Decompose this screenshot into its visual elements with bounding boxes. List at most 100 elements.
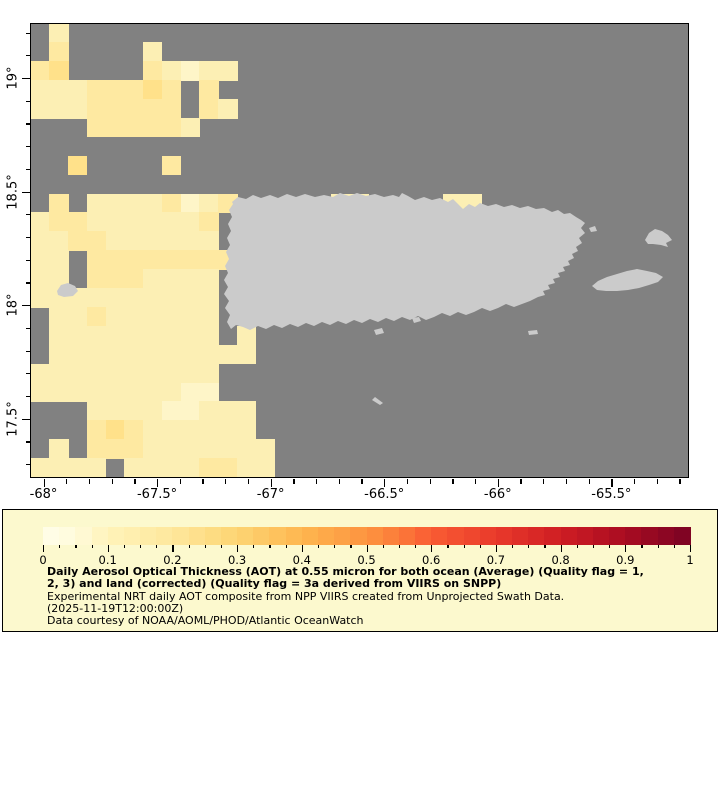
aot-grid-cell xyxy=(49,212,69,232)
aot-grid-cell xyxy=(143,269,163,289)
aot-grid-cell xyxy=(30,250,50,270)
lat-minor-tick xyxy=(25,236,30,239)
aot-grid-cell xyxy=(105,401,125,421)
aot-grid-cell xyxy=(49,23,69,43)
colorbar-minor-tick xyxy=(447,544,449,548)
aot-grid-cell xyxy=(49,231,69,251)
aot-grid-cell xyxy=(180,401,201,421)
aot-grid-cell xyxy=(68,80,88,100)
colorbar-axis: 0 0.1 0.2 0.3 0.4 0.5 0.6 0.7 0.8 0.9 1 xyxy=(3,544,717,567)
aot-grid-cell xyxy=(161,231,182,251)
legend-credit: Data courtesy of NOAA/AOML/PHOD/Atlantic… xyxy=(47,614,364,627)
aot-grid-cell xyxy=(105,117,125,138)
aot-grid-cell xyxy=(124,382,144,402)
aot-grid-cell xyxy=(161,155,182,176)
aot-grid-cell xyxy=(68,382,88,402)
colorbar-block xyxy=(560,526,578,545)
aot-grid-cell xyxy=(30,363,50,384)
lat-minor-tick xyxy=(25,327,30,330)
aot-grid-cell xyxy=(30,458,50,477)
aot-grid-cell xyxy=(86,193,107,214)
colorbar-block xyxy=(495,526,513,545)
aot-grid-cell xyxy=(86,363,107,384)
aot-grid-cell xyxy=(49,250,69,270)
aot-grid-cell xyxy=(49,325,69,346)
colorbar-block xyxy=(334,526,351,545)
colorbar-block xyxy=(285,526,303,545)
aot-grid-cell xyxy=(86,439,107,459)
lat-major-tick xyxy=(21,191,30,193)
lat-minor-tick xyxy=(25,32,30,34)
aot-grid-cell xyxy=(86,401,107,421)
lon-major-tick xyxy=(270,479,272,487)
aot-grid-cell xyxy=(105,231,125,251)
longitude-axis: -68° -67.5° -67° -66.5° -66° -65.5° xyxy=(30,479,688,504)
aot-grid-cell xyxy=(30,231,50,251)
aot-grid-cell xyxy=(124,117,144,138)
colorbar-major-tick xyxy=(495,544,498,552)
lat-major-tick xyxy=(21,305,30,307)
aot-grid-cell xyxy=(143,250,163,270)
lat-minor-tick xyxy=(25,350,30,352)
aot-grid-cell xyxy=(255,458,276,477)
aot-grid-cell xyxy=(199,382,219,402)
aot-grid-cell xyxy=(143,193,163,214)
aot-grid-cell xyxy=(49,193,69,214)
colorbar-block xyxy=(350,526,368,545)
aot-grid-cell xyxy=(161,61,182,81)
aot-grid-cell xyxy=(143,382,163,402)
colorbar-block xyxy=(140,526,157,545)
colorbar-major-tick xyxy=(431,544,433,552)
aot-grid-cell xyxy=(143,61,163,81)
aot-grid-cell xyxy=(68,212,88,232)
aot-grid-cell xyxy=(143,212,163,232)
aot-colorbar xyxy=(43,526,691,545)
lon-minor-tick xyxy=(225,479,227,484)
lon-minor-tick xyxy=(588,479,590,484)
aot-grid-layer xyxy=(30,23,688,477)
aot-grid-cell xyxy=(49,306,69,327)
aot-grid-cell xyxy=(124,288,144,308)
aot-grid-cell xyxy=(105,439,125,459)
aot-grid-cell xyxy=(124,363,144,384)
aot-grid-cell xyxy=(199,250,219,270)
aot-grid-cell xyxy=(218,458,238,477)
aot-grid-cell xyxy=(143,363,163,384)
aot-grid-cell xyxy=(199,61,219,81)
colorbar-block xyxy=(673,526,691,545)
colorbar-major-tick xyxy=(560,544,562,552)
colorbar-block xyxy=(431,526,448,545)
colorbar-tick-label: 0.2 xyxy=(163,552,182,567)
colorbar-block xyxy=(463,526,481,545)
aot-grid-cell xyxy=(105,250,125,270)
lat-minor-tick xyxy=(25,123,30,125)
aot-grid-cell xyxy=(124,306,144,327)
colorbar-minor-tick xyxy=(657,544,659,548)
colorbar-major-tick xyxy=(43,544,45,552)
aot-grid-cell xyxy=(236,325,257,346)
colorbar-tick-label: 0 xyxy=(39,552,47,567)
aot-grid-cell xyxy=(143,344,163,365)
colorbar-block xyxy=(237,526,254,545)
lon-minor-tick xyxy=(247,479,250,484)
aot-grid-cell xyxy=(180,269,201,289)
aot-grid-cell xyxy=(49,458,69,477)
lat-minor-tick xyxy=(25,168,30,171)
colorbar-minor-tick xyxy=(528,544,530,548)
colorbar-block xyxy=(657,526,675,545)
lon-major-tick xyxy=(611,479,613,487)
aot-grid-cell xyxy=(124,212,144,232)
aot-grid-cell xyxy=(199,458,219,477)
aot-grid-cell xyxy=(161,439,182,459)
lon-minor-tick xyxy=(361,479,363,484)
aot-grid-cell xyxy=(218,99,238,119)
colorbar-block xyxy=(43,526,60,545)
aot-grid-cell xyxy=(180,117,201,138)
lon-tick-label: -67.5° xyxy=(136,487,178,502)
aot-grid-cell xyxy=(124,80,144,100)
aot-grid-cell xyxy=(199,420,219,440)
aot-grid-cell xyxy=(105,212,125,232)
colorbar-minor-tick xyxy=(641,544,643,548)
aot-grid-cell xyxy=(199,306,219,327)
aot-grid-cell xyxy=(124,325,144,346)
